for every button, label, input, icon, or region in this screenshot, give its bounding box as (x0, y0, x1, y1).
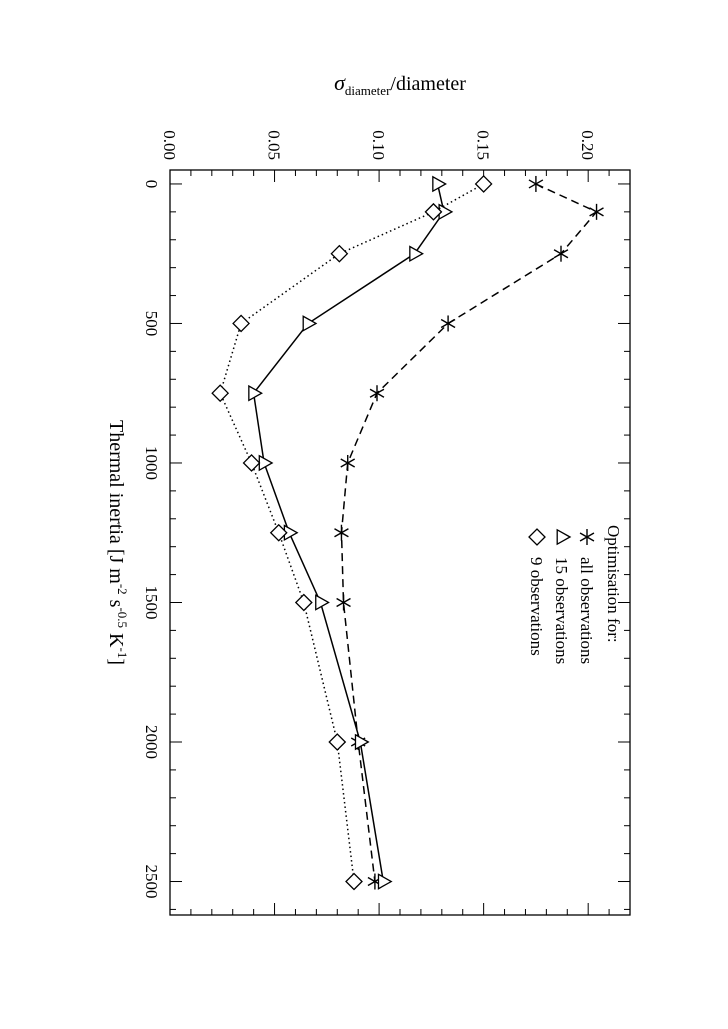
asterisk-stroke (369, 388, 385, 398)
data-point-asterisk (334, 524, 349, 541)
data-point-diamond (424, 202, 443, 221)
asterisk-stroke (589, 207, 604, 217)
legend-label-triangle: 15 observations (552, 557, 571, 664)
x-tick-label: 1500 (142, 585, 161, 619)
series-asterisk (334, 175, 604, 890)
legend: Optimisation for: all observations 15 obse… (527, 525, 623, 664)
x-axis-title: Thermal inertia [J m-2 s-0.5 K-1] (105, 420, 130, 665)
asterisk-stroke (334, 528, 349, 538)
asterisk-stroke (553, 249, 569, 259)
x-tick-label: 2500 (142, 865, 161, 899)
y-tick-label: 0.20 (578, 130, 597, 160)
asterisk-stroke (579, 532, 595, 542)
data-point-asterisk (336, 594, 351, 611)
asterisk-stroke (528, 179, 544, 189)
y-axis-title: σdiameter/diameter (334, 70, 466, 98)
data-point-triangle (377, 873, 393, 890)
data-point-diamond (328, 733, 347, 751)
y-tick-label: 0.05 (265, 130, 284, 160)
x-tick-label: 2000 (142, 725, 161, 759)
asterisk-marker (579, 529, 595, 545)
tick-labels: 0 500 1000 1500 2000 2500 0.00 0.05 0.10 0.15 0.20 (142, 130, 597, 898)
data-point-triangle (409, 245, 424, 263)
data-point-asterisk (589, 203, 604, 220)
legend-title: Optimisation for: (604, 525, 623, 643)
data-point-triangle (302, 315, 318, 332)
series-diamond (211, 175, 493, 891)
legend-label-asterisk: all observations (577, 557, 596, 664)
y-tick-label: 0.10 (369, 130, 388, 160)
data-point-asterisk (440, 315, 456, 332)
data-point-diamond (211, 384, 230, 403)
asterisk-stroke (440, 318, 456, 329)
data-point-diamond (330, 244, 349, 263)
axis-titles: Thermal inertia [J m-2 s-0.5 K-1] σdiame… (105, 70, 466, 665)
series-line-asterisk (340, 183, 598, 882)
data-point-diamond (242, 454, 261, 472)
data-point-asterisk (369, 385, 385, 402)
data-point-diamond (232, 314, 251, 333)
rotated-plot: 0 500 1000 1500 2000 2500 0.00 0.05 0.10 0.15 0.20… (105, 70, 631, 916)
asterisk-stroke (336, 597, 351, 608)
series-line-triangle (252, 183, 445, 882)
data-point-triangle (248, 384, 263, 402)
data-point-diamond (474, 175, 493, 193)
y-tick-label: 0.00 (160, 130, 179, 160)
x-tick-label: 1000 (142, 446, 161, 480)
axis-ticks (169, 170, 631, 915)
data-point-diamond (294, 593, 313, 612)
data-point-triangle (315, 594, 330, 611)
series-line-diamond (219, 183, 484, 882)
data-point-triangle (354, 733, 370, 751)
legend-label-diamond: 9 observations (527, 557, 546, 656)
x-tick-label: 500 (142, 311, 161, 337)
diamond-marker (528, 528, 546, 546)
data-point-asterisk (553, 245, 569, 262)
data-point-triangle (432, 175, 447, 193)
series-triangle (248, 175, 454, 890)
y-tick-label: 0.15 (474, 130, 493, 160)
x-tick-label: 0 (142, 180, 161, 189)
data-point-diamond (269, 523, 288, 542)
asterisk-stroke (340, 458, 356, 468)
triangle-marker (556, 528, 572, 546)
series-group (211, 175, 604, 891)
data-point-diamond (345, 872, 363, 891)
data-point-asterisk (528, 175, 544, 192)
data-point-asterisk (340, 454, 356, 471)
